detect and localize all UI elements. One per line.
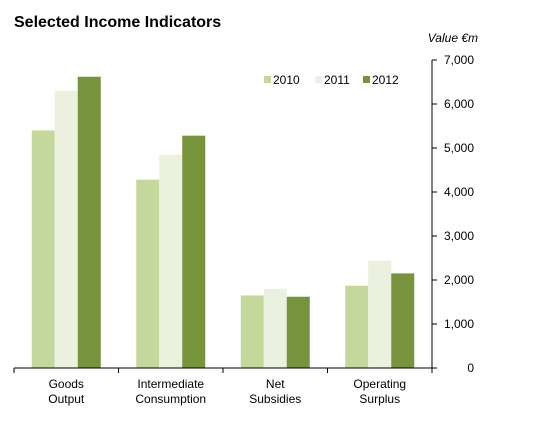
bars-layer bbox=[31, 76, 415, 369]
y-tick-label: 0 bbox=[467, 361, 474, 375]
bar-2012-0 bbox=[77, 76, 101, 368]
legend-label-2010: 2010 bbox=[273, 73, 300, 87]
chart-title: Selected Income Indicators bbox=[14, 14, 221, 31]
bar-2011-2 bbox=[263, 288, 287, 368]
bar-2011-1 bbox=[159, 154, 183, 368]
axes-layer: Goods Output Intermediate Consumption Net Sub… bbox=[13, 53, 474, 406]
y-tick-label: 4,000 bbox=[444, 185, 474, 199]
bar-2012-1 bbox=[182, 135, 206, 368]
legend: 2010 2011 2012 bbox=[264, 73, 399, 87]
legend-swatch-2010 bbox=[264, 76, 271, 83]
bar-2011-0 bbox=[54, 90, 78, 369]
y-tick-label: 5,000 bbox=[444, 141, 474, 155]
bar-2012-2 bbox=[286, 296, 310, 368]
x-tick-label: Operating Surplus bbox=[353, 377, 406, 406]
x-tick-label: Net Subsidies bbox=[249, 377, 301, 406]
y-axis-label: Value €m bbox=[428, 31, 478, 45]
y-tick-label: 1,000 bbox=[444, 317, 474, 331]
bar-2011-3 bbox=[368, 260, 392, 368]
legend-swatch-2011 bbox=[315, 76, 322, 83]
bar-2010-2 bbox=[240, 295, 264, 368]
x-tick-label: Goods Output bbox=[48, 377, 85, 406]
y-tick-label: 7,000 bbox=[444, 53, 474, 67]
y-tick-label: 3,000 bbox=[444, 229, 474, 243]
bar-2012-3 bbox=[391, 273, 415, 368]
bar-2010-0 bbox=[31, 130, 55, 368]
y-tick-label: 2,000 bbox=[444, 273, 474, 287]
legend-label-2012: 2012 bbox=[372, 73, 399, 87]
x-tick-label: Intermediate Consumption bbox=[135, 377, 206, 406]
bar-2010-3 bbox=[345, 285, 369, 368]
bar-2010-1 bbox=[136, 179, 160, 368]
y-tick-label: 6,000 bbox=[444, 97, 474, 111]
legend-label-2011: 2011 bbox=[324, 73, 350, 87]
legend-swatch-2012 bbox=[363, 76, 370, 83]
